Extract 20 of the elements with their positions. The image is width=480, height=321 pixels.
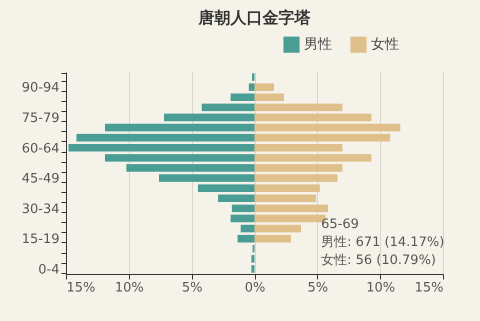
x-tick-label: 5% (182, 280, 202, 296)
annotation: 女性: 56 (10.79%) (321, 253, 436, 268)
y-tick-label: 15-19 (22, 232, 60, 248)
y-tick-label: 75-79 (22, 110, 60, 126)
y-tick-label: 60-64 (22, 141, 60, 156)
legend-label: 女性 (371, 36, 399, 53)
y-tick-label: 45-49 (22, 172, 60, 187)
x-tick-label: 10% (366, 280, 396, 296)
x-tick-label: 0% (244, 280, 266, 296)
annotation: 男性: 671 (14.17%) (321, 235, 444, 250)
y-tick-label: 30-34 (22, 202, 60, 217)
legend-label: 男性 (304, 36, 332, 53)
y-tick-label: 90-94 (22, 80, 60, 96)
annotation: 65-69 (321, 217, 359, 232)
x-tick-label: 15% (414, 280, 444, 296)
y-tick-label: 0-4 (38, 262, 60, 278)
x-tick-label: 15% (66, 280, 96, 296)
x-tick-label: 10% (114, 280, 144, 296)
x-tick-label: 5% (308, 280, 328, 296)
chart-title: 唐朝人口金字塔 (198, 8, 312, 27)
